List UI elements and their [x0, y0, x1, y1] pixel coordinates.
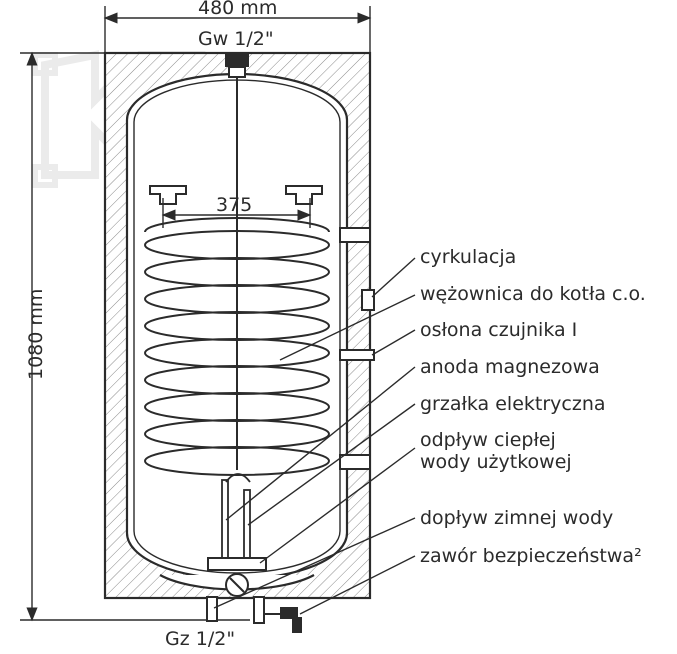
label-odplyw-1: odpływ ciepłej [420, 430, 556, 451]
label-zawor: zawór bezpieczeństwa² [420, 546, 642, 567]
diagram-stage: 480 mm Gw 1/2" 1080 mm 375 Gz 1/2" cyrku… [0, 0, 677, 654]
top-thread-label: Gw 1/2" [198, 28, 274, 50]
label-oslona: osłona czujnika I [420, 320, 577, 341]
side-port-sensor [340, 350, 374, 360]
dim-inner-label: 375 [216, 194, 252, 216]
bottom-thread-label: Gz 1/2" [165, 628, 235, 650]
dim-height-label: 1080 mm [25, 289, 47, 380]
label-wezownica: wężownica do kotła c.o. [420, 284, 646, 305]
label-anoda: anoda magnezowa [420, 357, 600, 378]
side-port-upper [362, 290, 374, 310]
bottom-left-pipe [207, 597, 217, 621]
label-doplyw: dopływ zimnej wody [420, 508, 613, 529]
label-cyrkulacja: cyrkulacja [420, 247, 516, 268]
top-fitting [225, 53, 249, 77]
bottom-outlet [254, 597, 302, 633]
label-grzalka: grzałka elektryczna [420, 394, 606, 415]
dim-width-label: 480 mm [198, 0, 277, 19]
label-odplyw-2: wody użytkowej [420, 452, 572, 473]
